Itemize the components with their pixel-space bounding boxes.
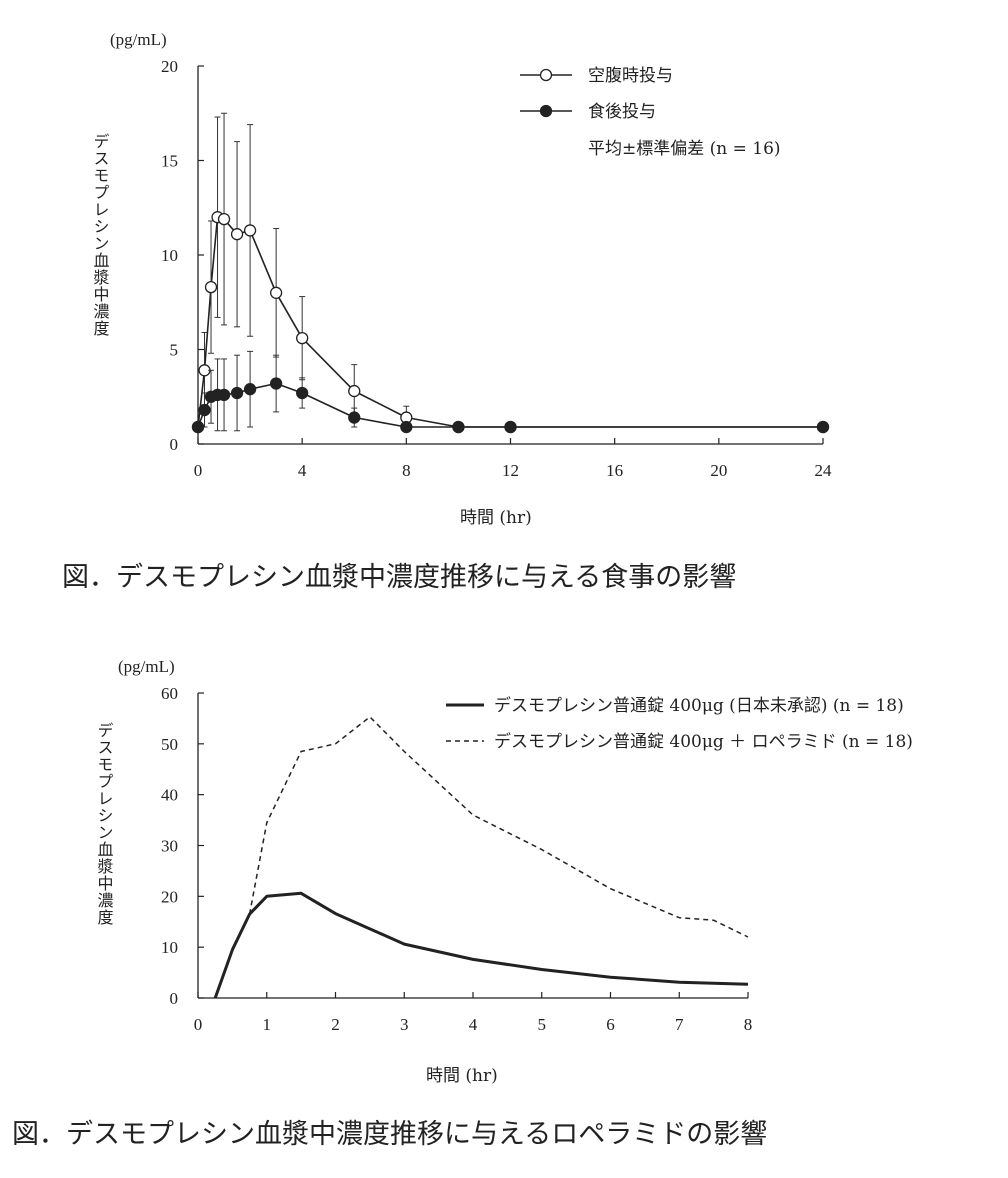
chart-1: (pg/mL) デスモプレシン血漿中濃度 0 5 10 15 20 0 4 8 12 16 20 2…: [91, 30, 833, 528]
x-tick-label: 16: [606, 461, 623, 480]
legend-note: 平均±標準偏差 (n = 16): [588, 139, 781, 159]
chart2-y-ticks: 0 10 20 30 40 50 60: [161, 684, 204, 1008]
y-tick-label: 10: [161, 246, 178, 265]
y-tick-label: 20: [161, 57, 178, 76]
chart-2: (pg/mL) デスモプレシン血漿中濃度 0 10 20 30 40 50 60 0 1 2 3 4…: [95, 657, 913, 1086]
y-tick-label: 15: [161, 152, 178, 171]
x-tick-label: 1: [263, 1015, 272, 1034]
x-tick-label: 4: [469, 1015, 478, 1034]
x-tick-label: 4: [298, 461, 307, 480]
legend-marker-filled-circle: [539, 104, 553, 118]
data-point: [348, 411, 361, 424]
data-point: [296, 332, 309, 345]
data-point: [243, 383, 257, 396]
data-point: [217, 388, 231, 402]
chart2-caption: 図．デスモプレシン血漿中濃度推移に与えるロペラミドの影響: [12, 1119, 767, 1150]
y-tick-label: 60: [161, 684, 178, 703]
chart2-legend: デスモプレシン普通錠 400μg (日本未承認) (n = 18) デスモプレシ…: [446, 695, 913, 752]
data-point: [269, 286, 283, 299]
data-point: [204, 280, 218, 294]
data-point: [191, 420, 205, 434]
x-tick-label: 12: [502, 461, 519, 480]
x-tick-label: 0: [194, 461, 203, 480]
chart1-caption: 図．デスモプレシン血漿中濃度推移に与える食事の影響: [62, 562, 736, 593]
series-line: [197, 382, 823, 428]
data-point: [504, 420, 517, 434]
x-tick-label: 20: [710, 461, 727, 480]
legend-marker-open-circle: [539, 68, 553, 82]
data-point: [400, 420, 413, 434]
data-point: [296, 386, 309, 400]
data-point: [198, 403, 211, 417]
chart1-x-ticks: 0 4 8 12 16 20 24: [194, 438, 832, 480]
x-tick-label: 8: [744, 1015, 753, 1034]
x-tick-label: 2: [331, 1015, 340, 1034]
data-point: [230, 228, 244, 241]
x-tick-label: 6: [606, 1015, 615, 1034]
x-tick-label: 7: [675, 1015, 684, 1034]
chart2-ylabel: デスモプレシン血漿中濃度: [95, 722, 114, 926]
data-point: [452, 420, 465, 434]
x-tick-label: 0: [194, 1015, 203, 1034]
chart1-y-ticks: 0 5 10 15 20: [161, 57, 204, 454]
legend-label-loperamide: デスモプレシン普通錠 400μg ＋ ロペラミド (n = 18): [494, 731, 913, 752]
x-tick-label: 24: [815, 461, 833, 480]
y-tick-label: 50: [161, 735, 178, 754]
data-point: [348, 384, 361, 398]
x-tick-label: 3: [400, 1015, 409, 1034]
legend-label-fasting: 空腹時投与: [588, 66, 673, 86]
chart1-xlabel: 時間 (hr): [460, 508, 532, 528]
y-tick-label: 5: [170, 341, 179, 360]
data-point: [269, 377, 283, 390]
legend-label-desmopressin: デスモプレシン普通錠 400μg (日本未承認) (n = 18): [494, 695, 904, 716]
series-line: [197, 216, 823, 428]
series-line: [213, 891, 749, 999]
chart1-unit-label: (pg/mL): [110, 30, 167, 49]
data-point: [217, 212, 231, 226]
series-line: [248, 716, 749, 938]
chart1-ylabel: デスモプレシン血漿中濃度: [91, 133, 110, 337]
data-point: [230, 386, 244, 400]
y-tick-label: 40: [161, 786, 178, 805]
x-tick-label: 5: [538, 1015, 547, 1034]
data-point: [243, 224, 257, 237]
chart2-xlabel: 時間 (hr): [426, 1066, 498, 1086]
y-tick-label: 0: [170, 989, 179, 1008]
y-tick-label: 30: [161, 837, 178, 856]
chart1-plot-area: [191, 112, 830, 434]
data-point: [816, 420, 830, 434]
y-tick-label: 20: [161, 887, 178, 906]
y-tick-label: 10: [161, 938, 178, 957]
y-tick-label: 0: [170, 435, 179, 454]
x-tick-label: 8: [402, 461, 411, 480]
chart2-x-ticks: 0 1 2 3 4 5 6 7 8: [194, 992, 753, 1034]
chart1-legend: 空腹時投与 食後投与 平均±標準偏差 (n = 16): [520, 66, 781, 159]
chart2-plot-area: [213, 716, 749, 999]
chart2-unit-label: (pg/mL): [118, 657, 175, 676]
legend-label-fed: 食後投与: [588, 102, 656, 122]
